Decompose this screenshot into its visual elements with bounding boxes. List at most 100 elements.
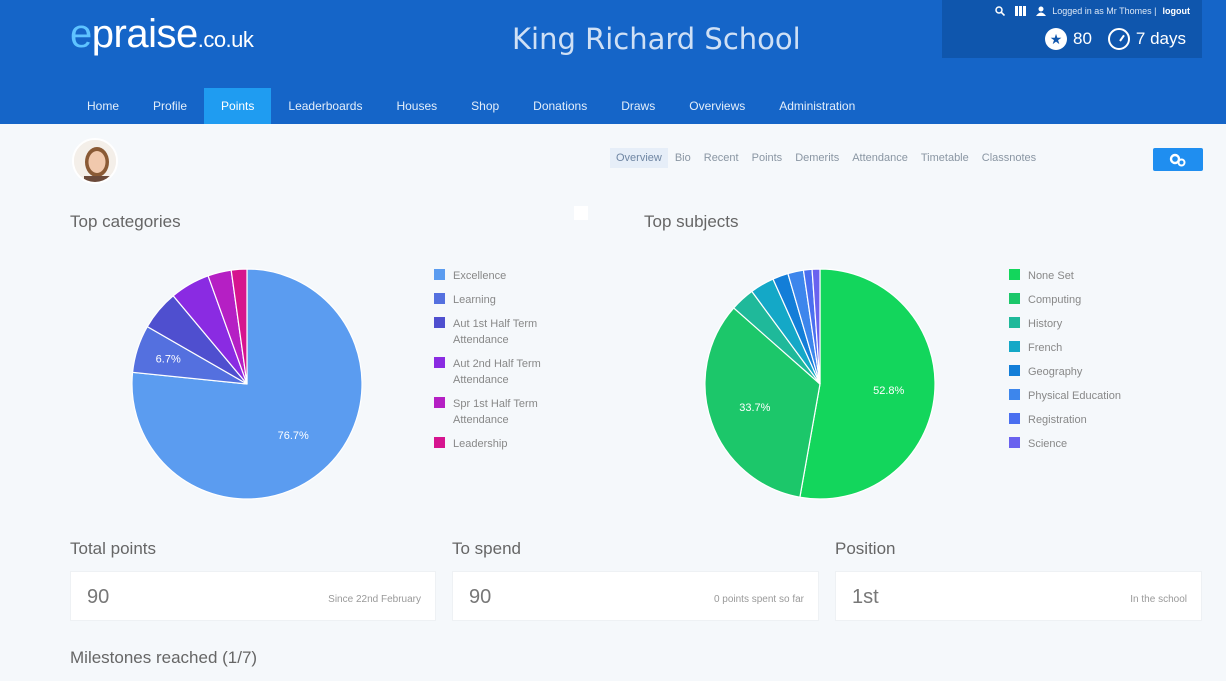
- legend-swatch: [1009, 317, 1020, 328]
- legend-swatch: [1009, 365, 1020, 376]
- legend-label: None Set: [1028, 270, 1074, 282]
- subnav-tab-bio[interactable]: Bio: [674, 152, 691, 164]
- nav-tab-home[interactable]: Home: [87, 99, 120, 113]
- legend-item[interactable]: Learning: [434, 292, 563, 308]
- legend-item[interactable]: Physical Education: [1009, 388, 1121, 404]
- pie-slice-none-set[interactable]: [799, 268, 936, 500]
- legend-item[interactable]: Geography: [1009, 364, 1121, 380]
- nav-tab-points[interactable]: Points: [204, 88, 272, 124]
- nav-tab-profile[interactable]: Profile: [153, 99, 188, 113]
- logout-link[interactable]: logout: [1162, 6, 1191, 16]
- points-stat[interactable]: ★ 80: [1044, 28, 1092, 50]
- legend-swatch: [434, 317, 445, 328]
- avatar[interactable]: [72, 138, 118, 184]
- pie-data-label: 6.7%: [156, 354, 181, 366]
- legend-label: History: [1028, 318, 1063, 330]
- user-panel: Logged in as Mr Thomes | logout ★ 80 7 d…: [942, 0, 1202, 58]
- top-subjects-legend: None Set Computing History French Geography P…: [1009, 268, 1121, 460]
- decorative-square: [574, 206, 588, 220]
- to-spend-card: 90 0 points spent so far: [452, 571, 819, 621]
- nav-tab-shop[interactable]: Shop: [471, 99, 500, 113]
- subnav-tab-overview[interactable]: Overview: [610, 148, 668, 168]
- legend-swatch: [1009, 437, 1020, 448]
- legend-label: Learning: [453, 294, 496, 306]
- legend-item[interactable]: Spr 1st Half Term Attendance: [434, 396, 563, 428]
- subnav-tab-recent[interactable]: Recent: [703, 152, 739, 164]
- pie-slice-science[interactable]: [811, 268, 821, 385]
- pie-data-label: 76.7%: [278, 430, 309, 442]
- legend-swatch: [434, 357, 445, 368]
- legend-item[interactable]: Registration: [1009, 412, 1121, 428]
- nav-tab-donations[interactable]: Donations: [533, 99, 588, 113]
- nav-tab-draws[interactable]: Draws: [621, 99, 656, 113]
- epraise-logo[interactable]: epraise.co.uk: [70, 12, 254, 57]
- total-points-value: 90: [87, 586, 110, 608]
- pie-slice-computing[interactable]: [704, 307, 821, 498]
- position-title: Position: [835, 539, 896, 558]
- to-spend-note: 0 points spent so far: [713, 594, 804, 605]
- nav-tab-overviews[interactable]: Overviews: [689, 99, 746, 113]
- legend-label: French: [1028, 342, 1063, 354]
- subnav-tab-demerits[interactable]: Demerits: [795, 152, 840, 164]
- top-categories-pie-chart: 76.7% 6.7%: [131, 268, 363, 500]
- to-spend-value: 90: [469, 586, 492, 608]
- subnav-tab-classnotes[interactable]: Classnotes: [981, 152, 1037, 164]
- user-icon: [1036, 6, 1047, 16]
- logged-in-text: Logged in as Mr Thomes |: [1052, 6, 1157, 16]
- total-points-note: Since 22nd February: [328, 594, 421, 605]
- top-subjects-title: Top subjects: [644, 212, 739, 231]
- legend-swatch: [434, 437, 445, 448]
- main-nav: Home Profile Points Leaderboards Houses Shop D…: [70, 88, 872, 124]
- legend-item[interactable]: Science: [1009, 436, 1121, 452]
- subnav-tab-points[interactable]: Points: [751, 152, 783, 164]
- legend-item[interactable]: Computing: [1009, 292, 1121, 308]
- legend-swatch: [1009, 293, 1020, 304]
- legend-label: Aut 2nd Half Term Attendance: [453, 358, 541, 386]
- star-icon: ★: [1044, 28, 1067, 50]
- nav-tab-houses[interactable]: Houses: [396, 99, 438, 113]
- milestones-title: Milestones reached (1/7): [70, 648, 258, 667]
- streak-value: 7 days: [1135, 29, 1186, 48]
- legend-item[interactable]: None Set: [1009, 268, 1121, 284]
- legend-swatch: [434, 269, 445, 280]
- legend-swatch: [1009, 389, 1020, 400]
- logo-e: e: [70, 12, 92, 56]
- header-bar: epraise.co.uk King Richard School Logged…: [0, 0, 1226, 124]
- pie-slice-leadership[interactable]: [230, 268, 248, 385]
- legend-label: Spr 1st Half Term Attendance: [453, 398, 538, 426]
- gears-icon: [1169, 153, 1186, 166]
- legend-item[interactable]: French: [1009, 340, 1121, 356]
- clock-icon: [1107, 28, 1130, 50]
- subnav-tab-timetable[interactable]: Timetable: [920, 152, 969, 164]
- legend-item[interactable]: History: [1009, 316, 1121, 332]
- logo-main: praise: [91, 12, 198, 56]
- legend-swatch: [1009, 269, 1020, 280]
- logo-tld: .co.uk: [197, 27, 254, 52]
- legend-swatch: [434, 293, 445, 304]
- legend-label: Computing: [1028, 294, 1082, 306]
- settings-button[interactable]: [1153, 148, 1203, 171]
- legend-label: Aut 1st Half Term Attendance: [453, 318, 538, 346]
- points-value: 80: [1072, 29, 1092, 48]
- pie-data-label: 52.8%: [873, 385, 904, 397]
- nav-tab-leaderboards[interactable]: Leaderboards: [288, 99, 363, 113]
- pie-data-label: 33.7%: [739, 402, 770, 414]
- legend-label: Leadership: [453, 438, 508, 450]
- legend-item[interactable]: Aut 2nd Half Term Attendance: [434, 356, 563, 388]
- search-icon[interactable]: [995, 6, 1006, 16]
- legend-label: Geography: [1028, 366, 1083, 378]
- legend-swatch: [1009, 413, 1020, 424]
- subnav-tab-attendance[interactable]: Attendance: [852, 152, 908, 164]
- legend-item[interactable]: Excellence: [434, 268, 563, 284]
- apps-grid-icon[interactable]: [1015, 6, 1027, 16]
- sub-nav: Overview Bio Recent Points Demerits Attendanc…: [610, 148, 1043, 168]
- top-categories-legend: Excellence Learning Aut 1st Half Term Atte…: [434, 268, 563, 460]
- nav-tab-administration[interactable]: Administration: [779, 99, 856, 113]
- to-spend-title: To spend: [452, 539, 521, 558]
- legend-swatch: [1009, 341, 1020, 352]
- streak-stat[interactable]: 7 days: [1107, 28, 1186, 50]
- school-name: King Richard School: [512, 22, 801, 56]
- legend-item[interactable]: Aut 1st Half Term Attendance: [434, 316, 563, 348]
- position-note: In the school: [1130, 594, 1187, 605]
- legend-item[interactable]: Leadership: [434, 436, 563, 452]
